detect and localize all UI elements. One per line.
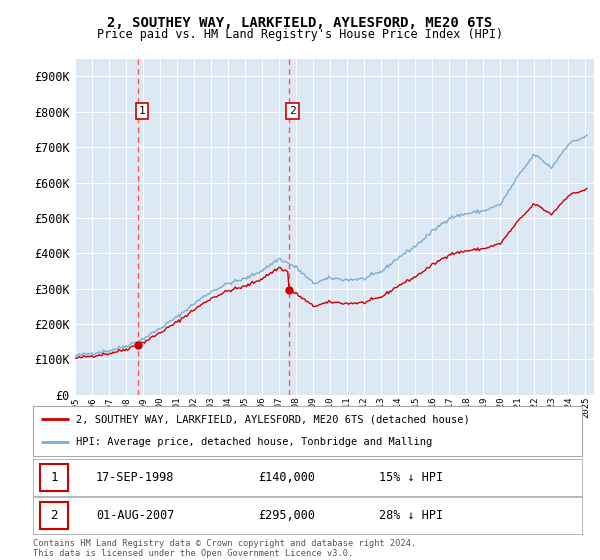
Text: 15% ↓ HPI: 15% ↓ HPI [379, 471, 443, 484]
Text: 17-SEP-1998: 17-SEP-1998 [96, 471, 175, 484]
Text: 1: 1 [50, 471, 58, 484]
Text: Contains HM Land Registry data © Crown copyright and database right 2024.
This d: Contains HM Land Registry data © Crown c… [33, 539, 416, 558]
Text: 2: 2 [50, 509, 58, 522]
Text: Price paid vs. HM Land Registry's House Price Index (HPI): Price paid vs. HM Land Registry's House … [97, 28, 503, 41]
Text: 1: 1 [139, 106, 145, 116]
FancyBboxPatch shape [40, 502, 68, 529]
Text: 28% ↓ HPI: 28% ↓ HPI [379, 509, 443, 522]
Text: 2, SOUTHEY WAY, LARKFIELD, AYLESFORD, ME20 6TS: 2, SOUTHEY WAY, LARKFIELD, AYLESFORD, ME… [107, 16, 493, 30]
Text: £295,000: £295,000 [258, 509, 315, 522]
Text: HPI: Average price, detached house, Tonbridge and Malling: HPI: Average price, detached house, Tonb… [76, 437, 432, 447]
Text: 2: 2 [289, 106, 296, 116]
Text: 01-AUG-2007: 01-AUG-2007 [96, 509, 175, 522]
Text: £140,000: £140,000 [258, 471, 315, 484]
FancyBboxPatch shape [40, 464, 68, 491]
Text: 2, SOUTHEY WAY, LARKFIELD, AYLESFORD, ME20 6TS (detached house): 2, SOUTHEY WAY, LARKFIELD, AYLESFORD, ME… [76, 414, 470, 424]
